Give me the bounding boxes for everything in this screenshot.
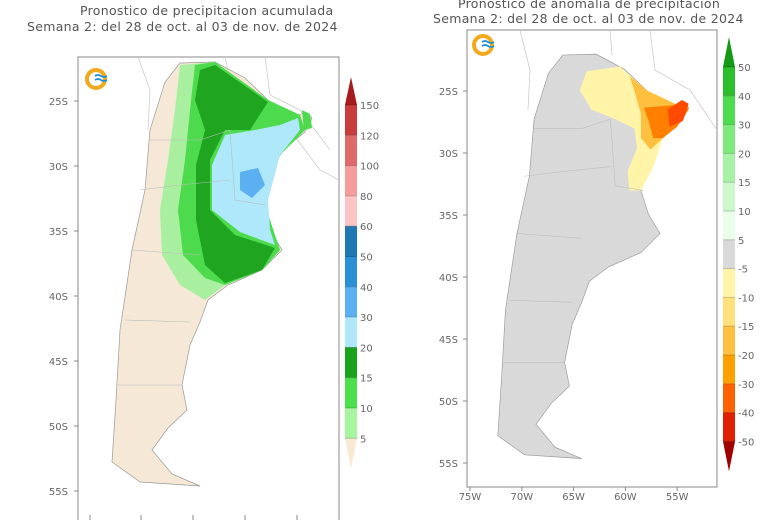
lat-label: 35S [49, 227, 68, 238]
colorbar-segment [345, 226, 357, 257]
lon-label: 60W [614, 492, 637, 503]
left-dark-green-area [195, 65, 275, 283]
left-blue-area [240, 168, 265, 198]
colorbar-label: 15 [360, 374, 373, 385]
colorbar-label: -50 [738, 437, 754, 448]
lon-label: 55W [666, 492, 689, 503]
colorbar-label: 10 [738, 207, 751, 218]
lat-label: 45S [49, 357, 68, 368]
colorbar-segment [723, 326, 735, 355]
colorbar-segment [345, 347, 357, 378]
colorbar-segment [345, 256, 357, 287]
colorbar-label: 5 [360, 434, 366, 445]
colorbar-label: 30 [360, 313, 373, 324]
colorbar-label: -40 [738, 409, 754, 420]
colorbar-segment [345, 377, 357, 408]
colorbar-segment [723, 383, 735, 413]
colorbar-label: 40 [738, 92, 751, 103]
lat-label: 35S [439, 211, 458, 222]
left-lon-ticks [89, 515, 298, 520]
colorbar-label: 20 [360, 343, 373, 354]
right-logo [472, 34, 495, 56]
colorbar-segment [345, 165, 357, 196]
colorbar-segment [723, 124, 735, 154]
lon-label: 75W [459, 492, 482, 503]
colorbar-segment [723, 95, 735, 125]
lat-label: 55S [49, 487, 68, 498]
left-map-subtitle: Semana 2: del 28 de oct. al 03 de nov. d… [27, 19, 338, 34]
lat-label: 25S [439, 87, 458, 98]
colorbar-segment [723, 355, 735, 384]
colorbar-segment [723, 297, 735, 327]
left-map-title: Pronostico de precipitacion acumulada [80, 3, 334, 18]
lat-label: 50S [49, 422, 68, 433]
colorbar-segment [723, 182, 735, 211]
colorbar-top-arrow [345, 77, 357, 105]
lat-label: 50S [439, 397, 458, 408]
left-colorbar: 150 120 100 80 60 50 40 30 20 15 10 5 [345, 77, 379, 469]
colorbar-label: -15 [738, 322, 754, 333]
colorbar-label: -5 [738, 265, 748, 276]
right-provinces [503, 118, 644, 363]
colorbar-top-arrow [723, 37, 735, 67]
colorbar-bottom-arrow [345, 438, 357, 469]
colorbar-label: 40 [360, 283, 373, 294]
colorbar-label: 50 [738, 63, 751, 74]
colorbar-label: 15 [738, 178, 751, 189]
lon-label: 65W [562, 492, 585, 503]
colorbar-bottom-arrow [723, 441, 735, 472]
left-provinces [118, 129, 266, 386]
lat-label: 25S [49, 97, 68, 108]
colorbar-segment [345, 135, 357, 166]
right-map-subtitle: Semana 2: del 28 de oct. al 03 de nov. d… [433, 11, 744, 26]
lat-label: 30S [439, 149, 458, 160]
colorbar-segment [723, 412, 735, 442]
colorbar-label: -30 [738, 380, 754, 391]
right-red-orange-area [667, 99, 689, 127]
left-logo [85, 68, 108, 90]
colorbar-label: -10 [738, 293, 754, 304]
left-lat-axis: 25S 30S 35S 40S 45S 50S 55S [49, 97, 78, 498]
left-green-spot-misiones [302, 110, 312, 130]
colorbar-label: 20 [738, 149, 751, 160]
colorbar-label: 30 [738, 121, 751, 132]
right-lon-axis: 75W 70W 65W 60W 55W [459, 487, 689, 503]
right-map-title: Pronostico de anomalia de precipitacion [458, 0, 721, 11]
lat-label: 40S [439, 273, 458, 284]
colorbar-label: 60 [360, 222, 373, 233]
lon-label: 70W [510, 492, 533, 503]
colorbar-segment [345, 286, 357, 318]
colorbar-label: -20 [738, 351, 754, 362]
right-map-neighbors [519, 29, 718, 131]
colorbar-label: 5 [738, 236, 744, 247]
colorbar-segment [345, 195, 357, 227]
colorbar-label: 10 [360, 404, 373, 415]
colorbar-label: 120 [360, 131, 379, 142]
lat-label: 30S [49, 162, 68, 173]
colorbar-label: 100 [360, 162, 379, 173]
colorbar-label: 50 [360, 253, 373, 264]
right-colorbar: 50 40 30 20 15 10 5 -5 -10 -15 -20 -30 -40 -50 [723, 37, 754, 472]
lat-label: 55S [439, 459, 458, 470]
colorbar-segment [345, 317, 357, 348]
colorbar-segment [345, 105, 357, 136]
colorbar-segment [723, 268, 735, 298]
right-lat-axis: 25S 30S 35S 40S 45S 50S 55S [439, 87, 467, 470]
colorbar-segment [723, 211, 735, 240]
colorbar-label: 80 [360, 192, 373, 203]
colorbar-segment [345, 408, 357, 439]
colorbar-segment [723, 239, 735, 269]
colorbar-segment [723, 153, 735, 183]
colorbar-segment [723, 67, 735, 96]
colorbar-label: 150 [360, 101, 379, 112]
lat-label: 40S [49, 292, 68, 303]
lat-label: 45S [439, 335, 458, 346]
